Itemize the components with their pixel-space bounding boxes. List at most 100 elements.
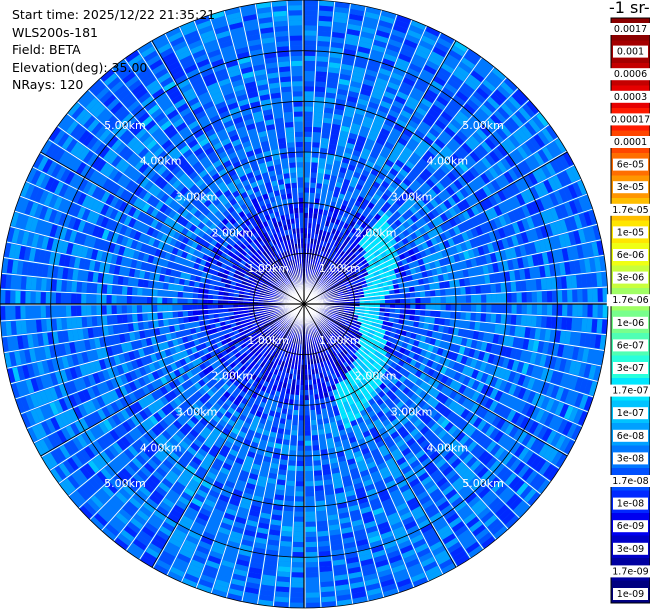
ppi-range-gate <box>462 423 473 434</box>
ppi-range-gate <box>512 166 523 179</box>
ppi-range-gate <box>591 319 598 333</box>
ppi-range-gate <box>449 379 458 389</box>
ppi-range-gate <box>320 340 325 346</box>
ppi-range-gate <box>317 530 329 537</box>
ppi-range-gate <box>331 196 338 203</box>
ppi-range-gate <box>405 72 418 82</box>
ppi-range-gate <box>357 135 367 143</box>
ppi-range-gate <box>318 540 330 547</box>
ppi-range-gate <box>440 395 449 405</box>
ppi-range-gate <box>550 385 560 399</box>
ppi-range-gate <box>392 100 404 110</box>
ppi-range-gate <box>485 75 499 88</box>
ppi-range-gate <box>526 435 537 449</box>
ppi-range-gate <box>576 274 583 288</box>
ppi-range-gate <box>466 218 475 229</box>
ppi-range-gate <box>425 150 436 160</box>
ppi-range-gate <box>573 230 582 245</box>
ppi-range-gate <box>304 425 311 431</box>
ppi-range-gate <box>358 274 364 279</box>
ppi-range-gate <box>399 168 409 178</box>
ppi-range-gate <box>497 85 511 99</box>
ppi-range-gate <box>559 358 567 372</box>
ppi-range-gate <box>382 320 389 326</box>
ppi-range-gate <box>417 399 427 409</box>
ppi-range-gate <box>337 270 344 275</box>
ppi-range-gate <box>315 337 319 343</box>
ppi-range-gate <box>332 165 340 172</box>
ppi-range-gate <box>447 196 457 207</box>
ppi-range-gate <box>516 220 526 232</box>
ppi-range-gate <box>422 343 430 351</box>
ppi-range-gate <box>369 185 378 193</box>
ppi-range-gate <box>314 96 325 103</box>
ppi-range-gate <box>394 409 403 418</box>
ppi-range-gate <box>394 364 402 372</box>
ppi-range-gate <box>363 339 370 345</box>
ppi-range-gate <box>317 51 329 57</box>
ppi-range-gate <box>320 328 325 334</box>
ppi-range-gate <box>323 318 329 323</box>
ppi-range-gate <box>432 412 442 422</box>
ppi-range-gate <box>345 427 353 434</box>
ppi-range-gate <box>395 372 403 380</box>
ppi-range-gate <box>352 149 361 157</box>
ppi-range-gate <box>516 233 524 245</box>
ppi-range-gate <box>549 192 559 206</box>
ppi-range-gate <box>355 487 366 495</box>
ppi-range-gate <box>524 419 535 432</box>
ppi-range-gate <box>377 283 384 288</box>
ppi-range-gate <box>342 417 350 425</box>
ppi-range-gate <box>425 297 431 304</box>
ppi-range-gate <box>370 540 383 549</box>
ppi-range-gate <box>326 87 337 94</box>
ppi-range-gate <box>337 291 344 295</box>
ppi-range-gate <box>305 506 315 512</box>
ppi-range-gate <box>522 338 530 350</box>
ppi-range-gate <box>444 397 453 408</box>
ppi-range-gate <box>408 156 418 166</box>
ppi-range-gate <box>357 179 366 187</box>
ppi-range-gate <box>471 380 480 391</box>
ppi-range-gate <box>413 54 427 64</box>
ppi-range-gate <box>455 446 466 457</box>
ppi-range-gate <box>384 422 394 431</box>
ppi-range-gate <box>319 323 324 329</box>
ppi-range-gate <box>320 289 326 293</box>
ppi-range-gate <box>304 30 317 36</box>
ppi-range-gate <box>338 332 344 338</box>
ppi-range-gate <box>499 124 512 137</box>
ppi-range-gate <box>365 11 380 20</box>
ppi-range-gate <box>490 522 504 535</box>
ppi-range-gate <box>405 398 414 408</box>
ppi-range-gate <box>343 355 349 362</box>
ppi-range-gate <box>430 80 444 91</box>
ppi-range-gate <box>347 137 356 145</box>
ppi-range-gate <box>561 170 572 185</box>
ppi-range-gate <box>459 434 470 446</box>
ppi-range-gate <box>480 284 487 294</box>
ppi-range-gate <box>402 229 410 237</box>
ppi-range-gate <box>431 389 440 399</box>
ppi-range-gate <box>338 231 344 238</box>
ppi-range-gate <box>393 452 404 462</box>
ppi-range-gate <box>325 401 332 408</box>
ppi-range-gate <box>329 249 334 256</box>
ppi-range-gate <box>550 400 560 414</box>
ppi-range-gate <box>462 221 471 231</box>
ppi-range-gate <box>554 263 561 276</box>
ppi-range-gate <box>327 311 333 315</box>
ppi-range-gate <box>564 390 574 404</box>
ppi-range-gate <box>496 127 508 140</box>
ppi-range-gate <box>534 328 541 340</box>
ppi-range-gate <box>392 564 406 574</box>
ppi-range-gate <box>317 336 321 342</box>
ppi-range-gate <box>460 312 466 320</box>
ppi-range-gate <box>402 370 411 378</box>
ppi-range-gate <box>275 438 283 445</box>
ppi-range-gate <box>564 374 574 389</box>
ppi-range-gate <box>430 237 438 246</box>
ppi-range-gate <box>312 132 321 138</box>
ppi-range-gate <box>484 170 495 182</box>
ppi-range-gate <box>305 496 315 502</box>
